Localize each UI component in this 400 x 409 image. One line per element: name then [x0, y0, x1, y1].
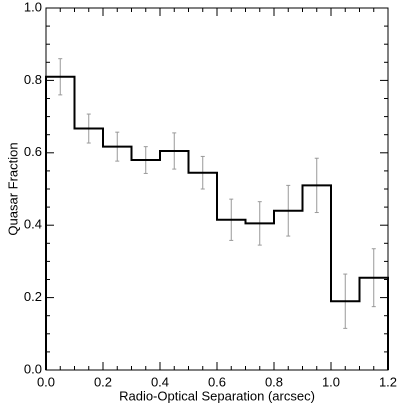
x-tick-label: 0.0	[37, 374, 55, 389]
x-tick-label: 0.8	[265, 374, 283, 389]
y-tick-label: 0.8	[24, 72, 42, 87]
y-axis-label: Quasar Fraction	[5, 142, 20, 235]
y-tick-label: 1.0	[24, 0, 42, 14]
x-tick-label: 1.2	[379, 374, 397, 389]
y-tick-label: 0.6	[24, 144, 42, 159]
y-tick-label: 0.4	[24, 217, 42, 232]
y-tick-label: 0.2	[24, 289, 42, 304]
x-axis-label: Radio-Optical Separation (arcsec)	[119, 388, 315, 403]
y-tick-label: 0.0	[24, 361, 42, 376]
x-tick-label: 1.0	[322, 374, 340, 389]
x-tick-label: 0.6	[208, 374, 226, 389]
x-tick-label: 0.4	[151, 374, 169, 389]
x-tick-label: 0.2	[94, 374, 112, 389]
